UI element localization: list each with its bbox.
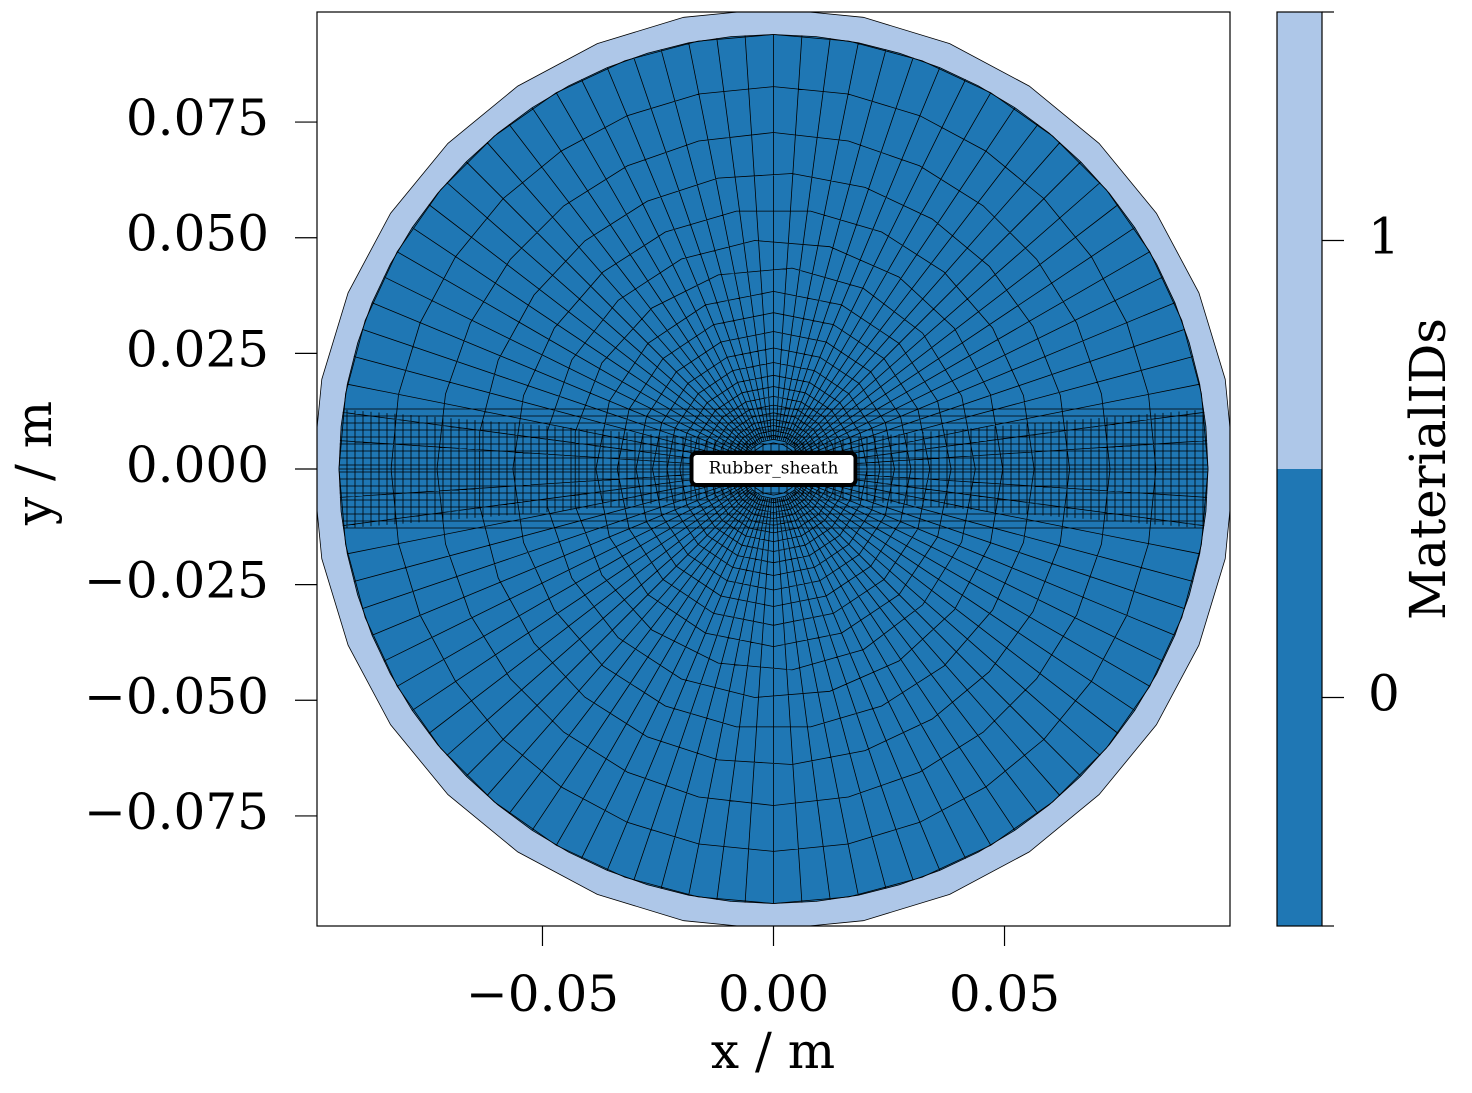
x-tick-label: −0.05 [466,965,619,1023]
colorbar-frame [1276,11,1323,927]
x-axis-label: x / m [711,1022,835,1080]
colorbar-label: MaterialIDs [1399,318,1457,620]
y-tick-label: 0.050 [126,205,269,263]
y-tick-label: 0.075 [126,89,269,147]
annotation-box [689,451,858,487]
y-tick-label: 0.000 [126,436,269,494]
x-tick-label: 0.00 [718,965,829,1023]
colorbar-segment [1277,469,1322,926]
x-tick-label: 0.05 [949,965,1060,1023]
y-tick-label: 0.025 [126,320,269,378]
colorbar-segment [1277,12,1322,469]
colorbar-tick-label: 0 [1368,665,1400,723]
y-tick-label: −0.025 [84,552,269,610]
y-axis-label: y / m [5,401,63,526]
y-tick-label: −0.075 [84,783,269,841]
y-tick-label: −0.050 [84,667,269,725]
annotation-label: Rubber_sheath [709,459,839,479]
colorbar-tick-label: 1 [1368,208,1400,266]
